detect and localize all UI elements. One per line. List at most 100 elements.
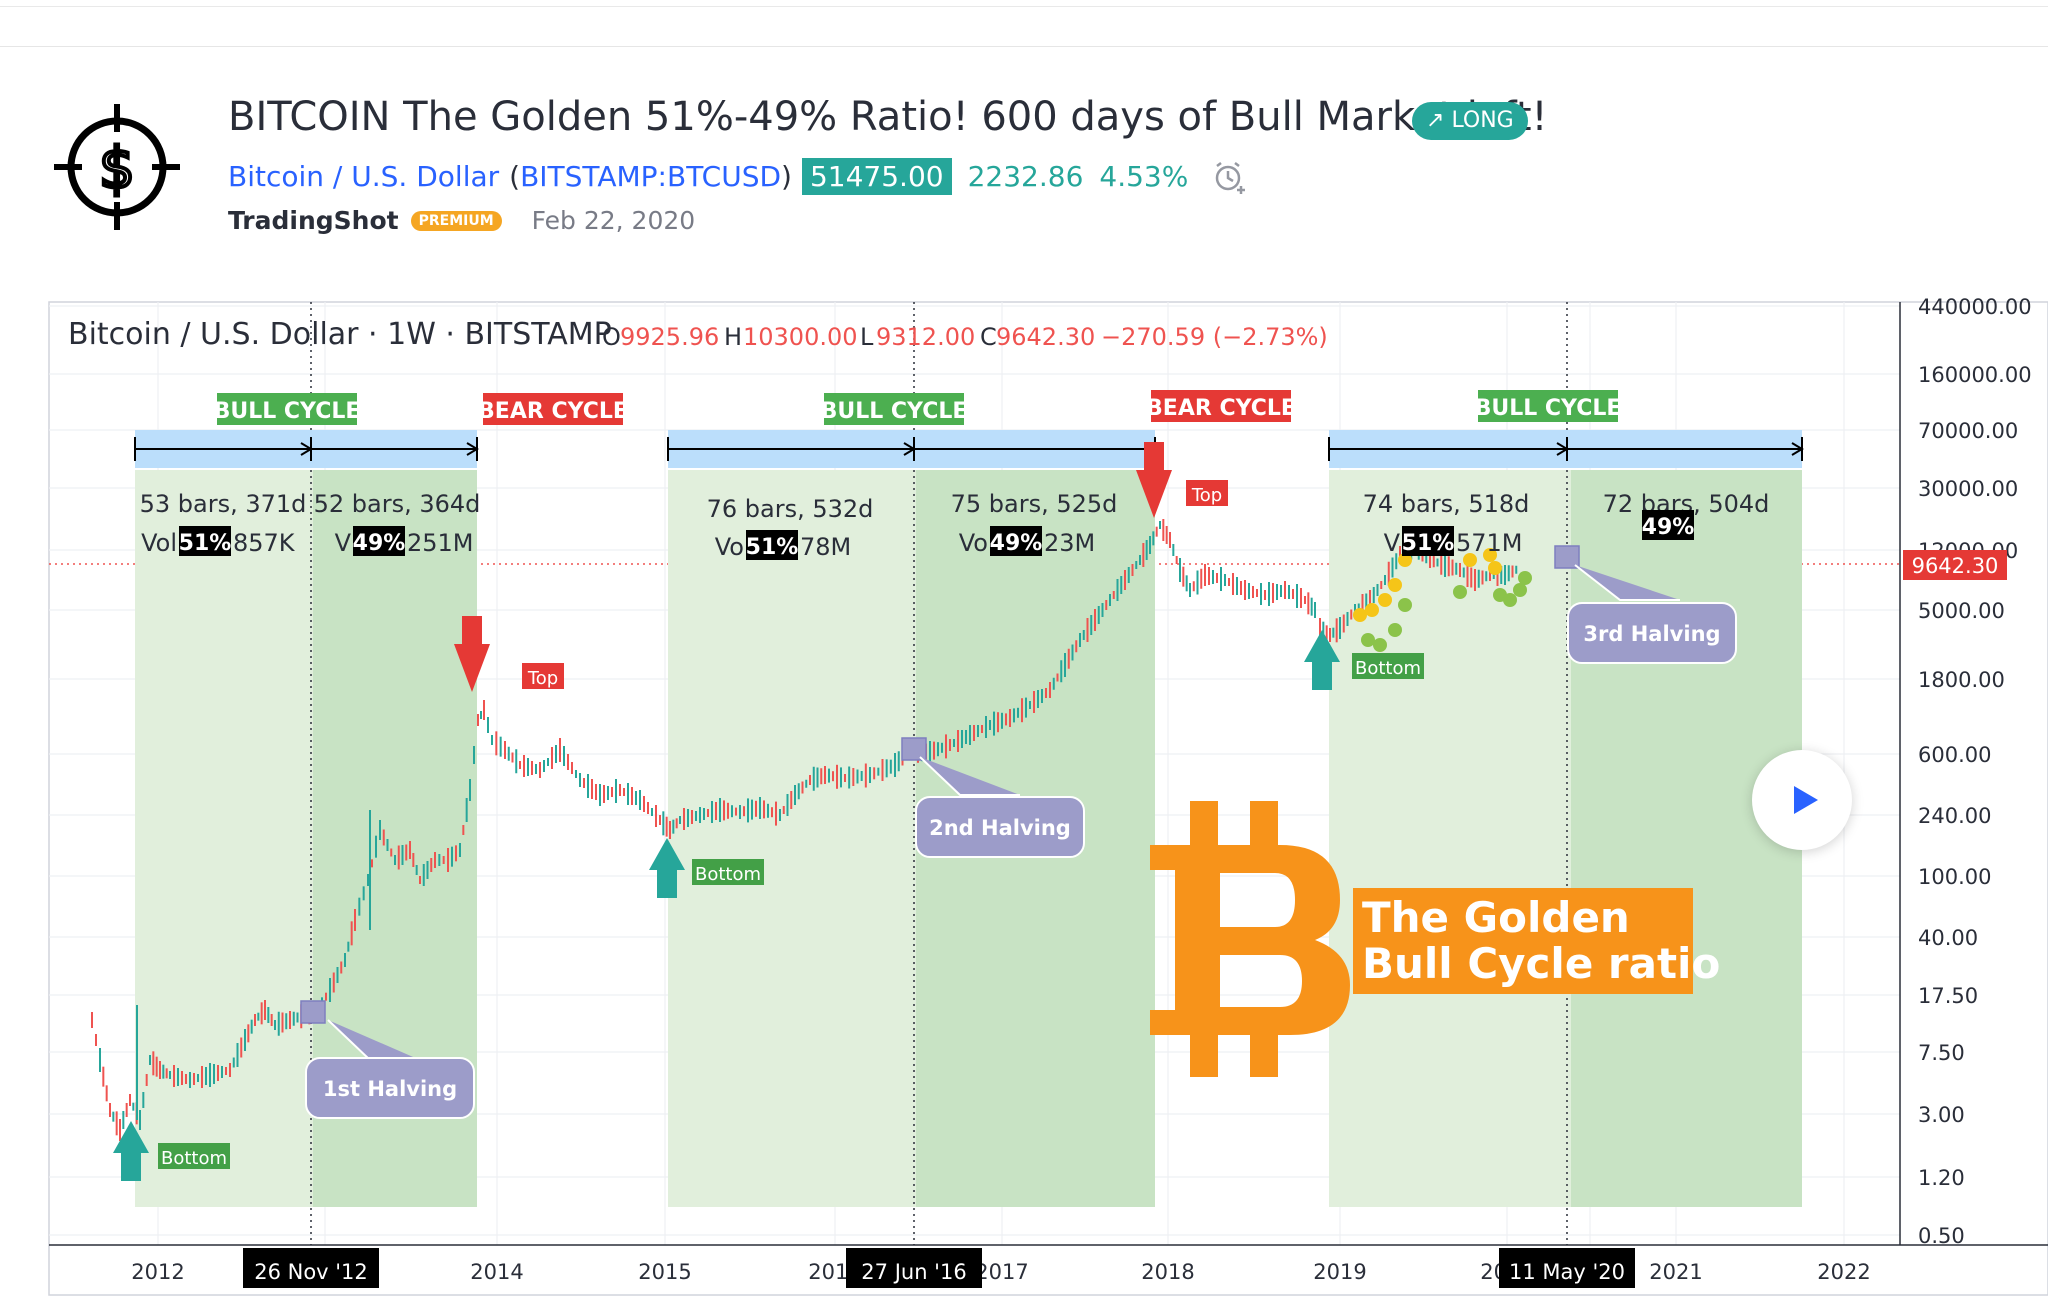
ratio-badge-box <box>179 526 231 556</box>
signal-dot <box>1353 608 1367 622</box>
svg-text:$: $ <box>99 136 135 201</box>
price-axis[interactable]: 440000.00160000.0070000.0030000.0012000.… <box>1903 295 2032 1248</box>
ohlc-l-label: L <box>860 323 874 351</box>
range-vol-suffix: 571M <box>1456 529 1523 557</box>
cycle-label: BULL CYCLE <box>214 399 361 424</box>
price-tick: 1800.00 <box>1918 668 2005 692</box>
signal-dot <box>1503 593 1517 607</box>
signal-dot <box>1373 638 1387 652</box>
time-tick: 2017 <box>975 1260 1028 1284</box>
cycle-label-box <box>824 393 964 425</box>
signal-dot <box>1361 633 1375 647</box>
publish-date: Feb 22, 2020 <box>531 206 696 235</box>
ohlc-h-label: H <box>724 323 742 351</box>
ratio-badge-box <box>353 526 405 556</box>
play-button[interactable] <box>1752 750 1852 850</box>
symbol-name-link[interactable]: Bitcoin / U.S. Dollar <box>228 160 500 193</box>
time-tick: 2014 <box>470 1260 523 1284</box>
btc-bar <box>1190 1027 1218 1077</box>
ratio-badge-box <box>1642 510 1694 540</box>
bottom-label-box <box>1352 653 1424 679</box>
annotations: BULL CYCLE BEAR CYCLE BULL CYCLE BEAR CYCLE… <box>113 390 1804 1181</box>
btc-bar <box>1250 1027 1278 1077</box>
range-vol-prefix: V <box>1384 529 1401 557</box>
ratio-badge: 51% <box>746 535 799 560</box>
ohlc-change: −270.59 (−2.73%) <box>1101 323 1328 351</box>
signal-dot <box>1378 593 1392 607</box>
cycle-label: BULL CYCLE <box>1475 396 1622 421</box>
halving-bubble <box>305 1057 475 1119</box>
time-axis[interactable]: 2012201420152016201720182019202020212022… <box>131 1248 1871 1288</box>
time-tick: 2021 <box>1649 1260 1702 1284</box>
bottom-label: Bottom <box>1355 658 1421 679</box>
idea-title: BITCOIN The Golden 51%-49% Ratio! 600 da… <box>228 94 1548 140</box>
golden-banner-line2: Bull Cycle ratio <box>1362 939 1720 988</box>
halving-marker <box>1554 545 1580 569</box>
author-avatar-icon[interactable]: $ <box>52 102 182 232</box>
long-badge: ↗ LONG <box>1412 102 1528 140</box>
halving-marker <box>300 1000 326 1024</box>
ohlc-c-label: C <box>980 323 997 351</box>
header-divider <box>0 46 2048 47</box>
premium-badge: PREMIUM <box>410 210 502 231</box>
time-tick: 2018 <box>1141 1260 1194 1284</box>
halving-bubble <box>915 796 1085 858</box>
bottom-label: Bottom <box>161 1148 227 1169</box>
cycle-label-box <box>1478 390 1618 422</box>
date-marker-box <box>846 1248 982 1288</box>
range-bars-text: 52 bars, 364d <box>314 490 481 518</box>
signal-dot <box>1388 578 1402 592</box>
author-name[interactable]: TradingShot <box>228 206 399 235</box>
halving-bubble <box>1567 602 1737 664</box>
halving-label: 3rd Halving <box>1583 622 1720 646</box>
range-vol-prefix: Vo <box>959 529 988 557</box>
range-bars-text: 53 bars, 371d <box>140 490 307 518</box>
cycle-zone <box>135 470 313 1207</box>
range-bars-text: 75 bars, 525d <box>951 490 1118 518</box>
range-vol-suffix: 251M <box>407 529 474 557</box>
range-bars-text: 74 bars, 518d <box>1363 490 1530 518</box>
date-marker: 11 May '20 <box>1509 1260 1625 1284</box>
bottom-arrow-stem <box>1312 660 1332 690</box>
date-marker-box <box>243 1248 379 1288</box>
chart-legend-symbol: Bitcoin / U.S. Dollar · 1W · BITSTAMP <box>68 317 612 352</box>
author-row: TradingShot PREMIUM Feb 22, 2020 <box>228 206 695 235</box>
ohlc-open: 9925.96 <box>620 323 719 351</box>
signal-dot <box>1388 623 1402 637</box>
cycle-zone <box>668 470 916 1207</box>
symbol-code-link[interactable]: BITSTAMP:BTCUSD <box>520 160 782 193</box>
ohlc-legend: O 9925.96 H 10300.00 L 9312.00 C 9642.30… <box>602 323 1328 351</box>
top-border <box>0 6 2048 7</box>
cycle-label: BEAR CYCLE <box>478 399 628 424</box>
range-vol-prefix: Vo <box>715 533 744 561</box>
signal-dot <box>1365 603 1379 617</box>
price-tick: 0.50 <box>1918 1224 1965 1248</box>
price-tick: 5000.00 <box>1918 599 2005 623</box>
range-vol-suffix: 857K <box>233 529 296 557</box>
cycle-label-box <box>217 393 357 425</box>
time-tick: 2019 <box>1313 1260 1366 1284</box>
price-tick: 40.00 <box>1918 926 1978 950</box>
signal-dot <box>1518 571 1532 585</box>
top-arrow-stem <box>462 616 482 646</box>
signal-dot <box>1488 561 1502 575</box>
price-tick: 160000.00 <box>1918 363 2032 387</box>
ratio-badge-box <box>746 530 798 560</box>
add-alert-icon[interactable] <box>1212 159 1248 195</box>
signal-dot <box>1453 585 1467 599</box>
ohlc-o-label: O <box>602 323 621 351</box>
ratio-badge: 49% <box>990 531 1043 556</box>
ratio-badge: 49% <box>353 531 406 556</box>
date-marker-box <box>1499 1248 1635 1288</box>
bottom-arrow-icon <box>113 1121 149 1153</box>
ratio-badge: 51% <box>179 531 232 556</box>
price-change-pct: 4.53% <box>1099 160 1189 193</box>
golden-banner-line1: The Golden <box>1362 893 1630 942</box>
direction-label: LONG <box>1451 108 1514 133</box>
time-tick: 2012 <box>131 1260 184 1284</box>
price-tick: 3.00 <box>1918 1103 1965 1127</box>
cycle-zone <box>1329 470 1571 1207</box>
ratio-badge: 49% <box>1642 515 1695 540</box>
